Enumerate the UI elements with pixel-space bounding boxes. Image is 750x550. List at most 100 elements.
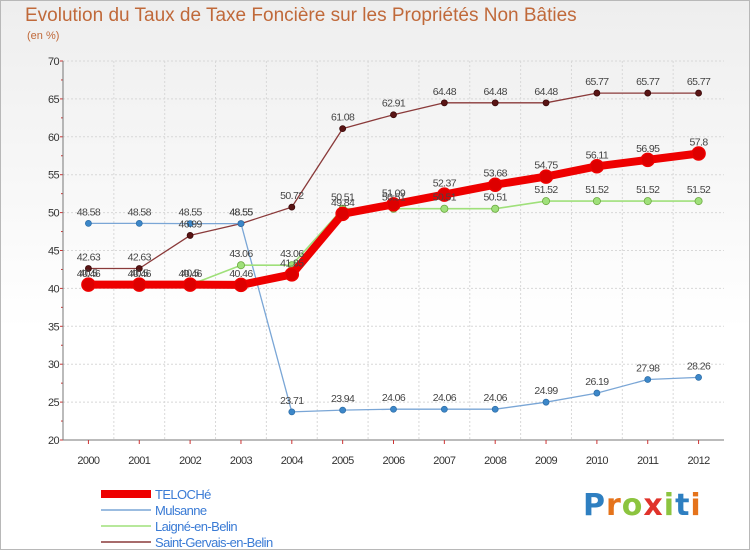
data-label-laign-en-belin: 40.46 xyxy=(178,268,202,280)
data-label-saint-gervais-en-belin: 65.77 xyxy=(585,76,609,88)
logo-letter: i xyxy=(690,488,702,523)
chart-title: Evolution du Taux de Taxe Foncière sur l… xyxy=(25,5,577,26)
logo-letter: P xyxy=(583,488,606,523)
data-point-saint-gervais-en-belin xyxy=(339,125,347,133)
data-point-laign-en-belin xyxy=(491,204,500,213)
logo-letter: x xyxy=(643,488,664,523)
data-label-laign-en-belin: 50.51 xyxy=(382,192,406,204)
data-label-laign-en-belin: 51.52 xyxy=(636,184,660,196)
data-label-teloch-: 49.84 xyxy=(331,197,355,209)
data-label-teloch-: 57.8 xyxy=(690,136,709,148)
y-tick-label: 55 xyxy=(48,170,60,182)
data-point-laign-en-belin xyxy=(236,261,245,270)
data-label-mulsanne: 24.06 xyxy=(433,392,457,404)
data-label-teloch-: 41.85 xyxy=(280,257,304,269)
data-point-teloch- xyxy=(538,169,554,184)
data-label-teloch-: 56.11 xyxy=(586,149,609,161)
data-label-mulsanne: 26.19 xyxy=(585,376,609,388)
data-label-mulsanne: 24.99 xyxy=(534,385,558,397)
legend-label-teloch-: TELOCHé xyxy=(155,487,211,502)
data-label-laign-en-belin: 51.52 xyxy=(585,184,609,196)
logo-letter: r xyxy=(606,488,622,523)
data-label-saint-gervais-en-belin: 48.55 xyxy=(229,207,253,219)
data-point-mulsanne xyxy=(593,389,601,397)
x-tick-label: 2009 xyxy=(535,455,558,467)
data-point-mulsanne xyxy=(135,219,143,227)
y-tick-label: 20 xyxy=(48,435,60,447)
proxiti-logo: Proxiti xyxy=(583,488,702,523)
data-label-laign-en-belin: 51.52 xyxy=(534,184,558,196)
x-tick-label: 2000 xyxy=(77,455,100,467)
data-point-teloch- xyxy=(182,277,198,292)
x-tick-label: 2006 xyxy=(382,455,405,467)
data-point-teloch- xyxy=(335,206,350,222)
data-label-layer: 42.63 42.6346.9948.5550.7261.0862.9164.48… xyxy=(77,76,712,407)
data-label-saint-gervais-en-belin: 50.72 xyxy=(280,190,304,202)
data-label-teloch-: 52.37 xyxy=(433,178,457,190)
data-label-mulsanne: 48.55 xyxy=(229,207,253,219)
data-point-teloch- xyxy=(132,277,147,292)
data-label-teloch-: 56.95 xyxy=(636,143,660,155)
data-point-saint-gervais-en-belin xyxy=(85,265,92,272)
data-label-mulsanne: 24.06 xyxy=(382,392,406,404)
data-point-laign-en-belin xyxy=(643,197,652,206)
y-tick-label: 50 xyxy=(48,208,60,220)
data-point-mulsanne xyxy=(695,373,702,381)
x-tick-label: 2005 xyxy=(332,455,355,467)
data-point-mulsanne xyxy=(491,405,499,413)
data-point-mulsanne xyxy=(390,405,397,413)
x-tick-label: 2008 xyxy=(484,455,507,467)
data-label-teloch-: 54.75 xyxy=(534,160,558,172)
data-point-saint-gervais-en-belin xyxy=(695,89,702,97)
y-tick-label: 45 xyxy=(48,246,60,258)
data-label-teloch-: 53.68 xyxy=(484,168,508,180)
logo-letter: t xyxy=(675,488,691,523)
grid-layer xyxy=(63,60,724,440)
data-label-mulsanne: 23.71 xyxy=(280,395,304,407)
data-label-teloch-: 40.5 xyxy=(79,268,98,280)
x-tick-label: 2010 xyxy=(586,455,609,467)
data-label-saint-gervais-en-belin: 64.48 xyxy=(484,86,508,98)
x-tick-label: 2004 xyxy=(281,455,304,467)
data-point-saint-gervais-en-belin xyxy=(288,203,296,211)
legend-label-saint-gervais-en-belin: Saint-Gervais-en-Belin xyxy=(155,535,273,549)
data-point-teloch- xyxy=(589,159,605,174)
data-label-teloch-: 40.5 xyxy=(130,268,149,280)
data-label-teloch-: 40.46 xyxy=(229,268,253,280)
data-label-laign-en-belin: 40.46 xyxy=(77,268,101,280)
data-label-saint-gervais-en-belin: 61.08 xyxy=(331,112,355,124)
data-label-laign-en-belin: 40.46 xyxy=(128,268,152,280)
data-point-saint-gervais-en-belin xyxy=(644,89,652,97)
chart-legend: TELOCHéMulsanneLaigné-en-BelinSaint-Gerv… xyxy=(101,487,274,549)
data-point-mulsanne xyxy=(542,398,550,406)
y-tick-label: 65 xyxy=(48,94,60,106)
data-point-teloch- xyxy=(640,152,655,168)
series-layer xyxy=(81,89,706,416)
data-label-laign-en-belin: 50.51 xyxy=(331,192,355,204)
data-point-mulsanne xyxy=(339,406,347,414)
data-label-laign-en-belin: 50.51 xyxy=(484,192,508,204)
data-point-teloch- xyxy=(284,267,300,282)
data-point-saint-gervais-en-belin xyxy=(440,99,448,107)
data-label-mulsanne: 48.58 xyxy=(128,206,152,218)
y-tick-label: 25 xyxy=(48,397,60,409)
legend-label-laign-en-belin: Laigné-en-Belin xyxy=(155,519,237,534)
x-tick-label: 2002 xyxy=(179,455,202,467)
data-point-laign-en-belin xyxy=(440,204,449,213)
data-label-mulsanne: 48.58 xyxy=(77,206,101,218)
data-point-saint-gervais-en-belin xyxy=(390,111,397,119)
data-label-saint-gervais-en-belin: 65.77 xyxy=(687,76,711,88)
x-tick-label: 2011 xyxy=(637,455,659,467)
data-label-laign-en-belin: 51.52 xyxy=(687,184,711,196)
legend-label-mulsanne: Mulsanne xyxy=(155,503,207,518)
data-point-mulsanne xyxy=(440,405,448,413)
data-label-laign-en-belin: 43.06 xyxy=(229,248,253,260)
data-point-mulsanne xyxy=(186,220,194,227)
series-line-saint-gervais-en-belin xyxy=(87,92,700,270)
data-label-mulsanne: 27.98 xyxy=(636,363,660,375)
data-label-saint-gervais-en-belin: 64.48 xyxy=(433,86,457,98)
y-axis-unit: (en %) xyxy=(27,30,60,42)
y-tick-label: 60 xyxy=(48,132,60,144)
data-label-saint-gervais-en-belin: 65.77 xyxy=(636,76,660,88)
